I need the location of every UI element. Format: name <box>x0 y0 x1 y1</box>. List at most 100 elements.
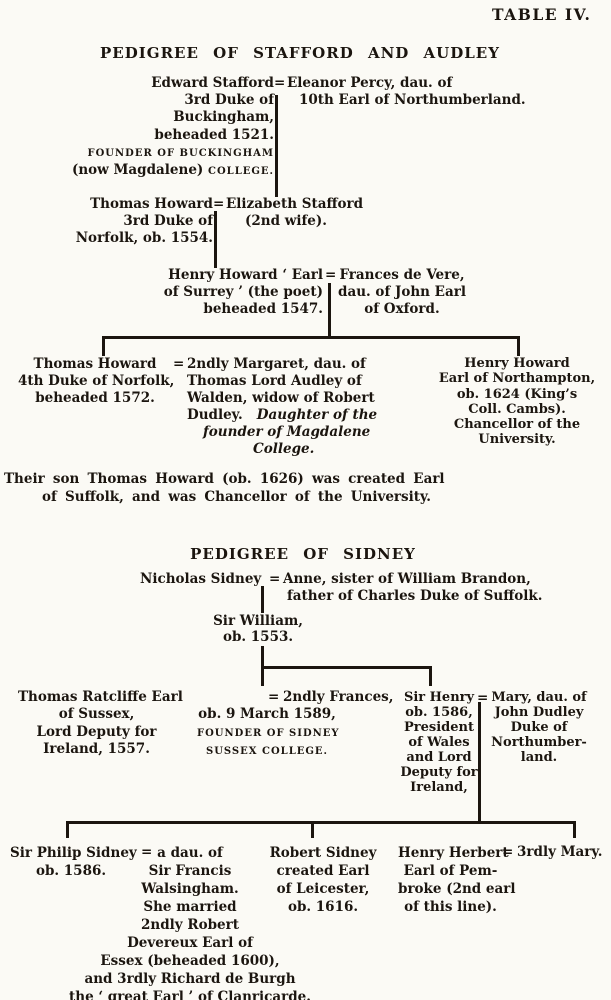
equals-henry-frances-text: = <box>325 267 337 283</box>
drop-robert-sidney <box>311 821 314 838</box>
person-thomas-ratcliffe-line1-text: Thomas Ratcliffe Earl <box>18 689 183 705</box>
note-suffolk-line2: of Suffolk, and was Chancellor of the Un… <box>42 489 431 506</box>
equals-thomas-elizabeth: = <box>213 196 224 213</box>
person-henry-howard-surrey-text: beheaded 1547. <box>203 300 323 317</box>
person-edward-stafford-text: 3rd Duke of <box>184 92 274 109</box>
descent-thomas-elizabeth <box>214 211 217 268</box>
equals-henry-frances: = <box>325 267 336 284</box>
person-edward-stafford: Edward Stafford 3rd Duke of Buckingham, beh… <box>60 75 274 180</box>
person-margaret-audley-text: Thomas Lord Audley of <box>187 373 362 389</box>
equals-thomas-elizabeth-text: = <box>213 196 225 212</box>
person-frances-sidney-line1-text: 2ndly Frances, <box>283 689 394 705</box>
person-henry-howard-northampton-text: University. <box>478 432 556 448</box>
equals-henry-mary: = <box>477 690 488 707</box>
descent-henry-mary <box>478 702 481 824</box>
person-dau-walsingham-text: Devereux Earl of <box>127 935 253 951</box>
person-mary-dudley: Mary, dau. of John Dudley Duke of Northumbe… <box>490 690 588 765</box>
person-edward-stafford-text: beheaded 1521. <box>154 126 274 143</box>
person-dau-walsingham-text: Walsingham. <box>141 881 239 897</box>
person-henry-herbert-text: Henry Herbert <box>398 845 509 861</box>
person-frances-de-vere-text: dau. of John Earl <box>338 283 466 300</box>
equals-ratcliffe-frances-text: = <box>268 689 280 705</box>
person-frances-sidney-block-text: ob. 9 March 1589, <box>198 706 336 722</box>
person-sir-william-text: Sir William, <box>213 613 303 629</box>
person-nicholas-sidney: Nicholas Sidney <box>140 571 261 588</box>
person-robert-sidney: Robert Sidney created Earl of Leicester, ob… <box>263 844 383 916</box>
person-henry-herbert: Henry Herbert Earl of Pem-broke (2nd earl… <box>398 844 516 916</box>
person-anne-brandon-line1-text: Anne, sister of William Brandon, <box>283 571 531 587</box>
heading-stafford-audley-text: PEDIGREE OF STAFFORD AND AUDLEY <box>100 44 500 62</box>
equals-philip-walsingham: = <box>141 844 152 861</box>
person-mary-dudley-text: John Dudley <box>494 705 584 720</box>
person-dau-walsingham-text: 2ndly Robert <box>141 917 239 933</box>
person-eleanor-percy-line2: 10th Earl of Northumberland. <box>299 92 526 109</box>
person-edward-stafford-text: (now Magdalene) COLLEGE. <box>71 162 274 179</box>
note-suffolk-line1-text: Their son Thomas Howard (ob. 1626) was c… <box>4 471 445 487</box>
equals-edward-eleanor-text: = <box>274 75 286 91</box>
equals-ratcliffe-frances: = <box>268 689 279 706</box>
person-elizabeth-stafford-line2: (2nd wife). <box>245 213 327 230</box>
person-thomas-ratcliffe-line1: Thomas Ratcliffe Earl <box>18 689 183 706</box>
person-thomas-howard-4th-duke-text: beheaded 1572. <box>35 390 155 406</box>
note-suffolk-line2-text: of Suffolk, and was Chancellor of the Un… <box>42 489 431 505</box>
person-sir-philip-sidney-text: ob. 1586. <box>35 863 107 879</box>
person-dau-walsingham-text: Sir Francis <box>148 863 232 879</box>
person-robert-sidney-text: Robert Sidney <box>269 845 377 861</box>
person-henry-howard-northampton-text: Coll. Cambs). <box>468 401 566 417</box>
person-frances-sidney-line1: 2ndly Frances, <box>283 689 393 706</box>
drop-henry-northampton <box>517 336 520 356</box>
person-frances-sidney-block: ob. 9 March 1589, FOUNDER OF SIDNEY SUSSEX… <box>197 706 339 761</box>
person-elizabeth-stafford-line1-text: Elizabeth Stafford <box>226 196 364 212</box>
person-henry-howard-northampton-text: Earl of Northampton, <box>438 371 596 387</box>
branch-stafford-children <box>102 336 520 339</box>
person-eleanor-percy-line1-text: Eleanor Percy, dau. of <box>287 75 453 91</box>
person-sir-henry-text: Sir Henry <box>403 690 475 705</box>
person-henry-howard-surrey: Henry Howard ‘ Earl of Surrey ’ (the poet… <box>160 267 323 317</box>
person-thomas-howard-3rd-duke-text: Thomas Howard <box>90 196 213 212</box>
person-sir-henry-text: ob. 1586, <box>405 705 473 720</box>
descent-nicholas-anne <box>261 586 264 613</box>
person-anne-brandon-line2: father of Charles Duke of Suffolk. <box>287 588 542 605</box>
drop-sir-henry <box>429 666 432 686</box>
person-robert-sidney-text: created Earl <box>276 863 370 879</box>
person-sir-henry-text: of Wales <box>408 735 470 750</box>
person-edward-stafford-text: FOUNDER OF BUCKINGHAM <box>87 147 274 159</box>
equals-nicholas-anne: = <box>269 571 280 588</box>
person-eleanor-percy-line2-text: 10th Earl of Northumberland. <box>299 92 526 108</box>
branch-william-children <box>261 666 432 669</box>
person-elizabeth-stafford-line1: Elizabeth Stafford <box>226 196 363 213</box>
descent-sir-william <box>261 646 264 669</box>
table-label: TABLE IV. <box>492 6 591 23</box>
person-anne-brandon-line2-text: father of Charles Duke of Suffolk. <box>287 588 543 604</box>
drop-thomas-4th-duke <box>102 336 105 356</box>
note-suffolk-line1: Their son Thomas Howard (ob. 1626) was c… <box>4 471 445 488</box>
person-sir-william: Sir William, ob. 1553. <box>198 613 318 645</box>
person-sir-henry-text: President <box>404 720 474 735</box>
person-thomas-howard-3rd-duke-text: Norfolk, ob. 1554. <box>75 230 213 247</box>
person-eleanor-percy-line1: Eleanor Percy, dau. of <box>287 75 452 92</box>
drop-philip-sidney <box>66 821 69 838</box>
equals-henry-mary-text: = <box>477 690 489 706</box>
person-henry-howard-northampton: Henry Howard Earl of Northampton, ob. 1624… <box>437 356 597 448</box>
person-mary-sidney-text: 3rdly Mary. <box>517 844 603 860</box>
person-henry-howard-surrey-text: Henry Howard ‘ Earl <box>168 267 323 283</box>
equals-herbert-mary: = <box>502 844 513 861</box>
person-frances-de-vere-text: Frances de Vere, <box>339 267 465 283</box>
person-henry-howard-northampton-text: Henry Howard <box>464 356 570 371</box>
person-henry-howard-northampton-text: Chancellor of the <box>453 417 581 433</box>
person-sir-william-text: ob. 1553. <box>222 628 294 645</box>
person-edward-stafford-text: Buckingham, <box>173 109 274 126</box>
person-robert-sidney-text: ob. 1616. <box>287 899 359 915</box>
person-thomas-howard-3rd-duke: Thomas Howard 3rd Duke of Norfolk, ob. 155… <box>40 196 213 248</box>
person-margaret-audley-text: College. <box>253 441 315 457</box>
person-thomas-howard-3rd-duke-text: 3rd Duke of <box>123 213 213 230</box>
person-margaret-audley: 2ndly Margaret, dau. of Thomas Lord Audle… <box>187 356 378 458</box>
person-henry-herbert-text: broke (2nd earl <box>398 881 516 897</box>
heading-sidney: PEDIGREE OF SIDNEY <box>103 546 503 563</box>
person-sir-philip-sidney: Sir Philip Sidney ob. 1586. <box>10 844 137 880</box>
equals-nicholas-anne-text: = <box>269 571 281 587</box>
person-margaret-audley-text: Dudley. Daughter of the <box>187 407 378 423</box>
heading-stafford-audley: PEDIGREE OF STAFFORD AND AUDLEY <box>80 45 520 62</box>
person-thomas-ratcliffe-block-text: Ireland, 1557. <box>43 741 150 757</box>
person-mary-dudley-text: land. <box>520 750 558 765</box>
